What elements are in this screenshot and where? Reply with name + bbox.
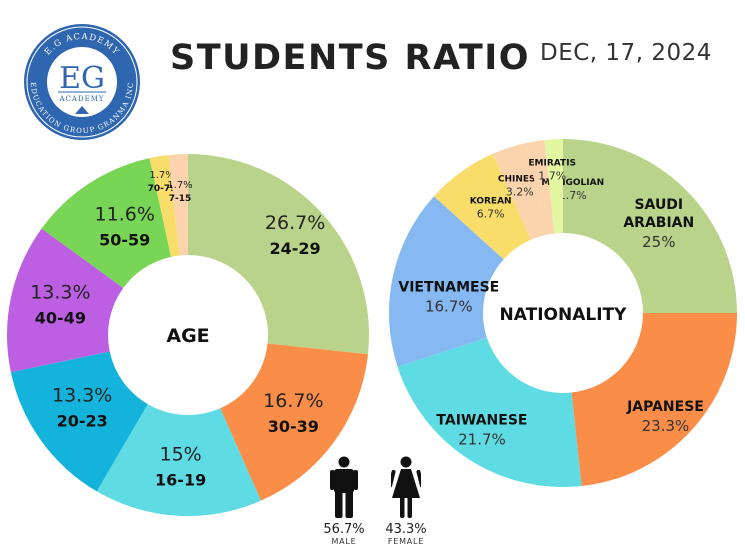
- value-label: 1.7%: [149, 170, 174, 181]
- label-24-29: 26.7% 24-29: [265, 212, 325, 258]
- logo-monogram: EG: [59, 61, 105, 96]
- value-label: 16.7%: [425, 297, 473, 315]
- female-label: FEMALE: [387, 537, 425, 546]
- category-label: KOREAN: [470, 197, 512, 207]
- value-label: 6.7%: [477, 208, 505, 221]
- value-label: 21.7%: [458, 431, 506, 449]
- value-label: 1.7%: [538, 170, 566, 183]
- category-label: 70-79: [148, 184, 177, 194]
- category-label: MONGOLIAN: [541, 178, 604, 188]
- eg-academy-logo: E.G ACADEMY EDUCATION GROUP GRANMA INC E…: [24, 24, 140, 140]
- category-label: 7-15: [169, 194, 192, 204]
- value-label: 13.3%: [30, 282, 90, 304]
- category-label: ARABIAN: [623, 215, 694, 231]
- slice-24-29: [188, 154, 369, 355]
- value-label: 23.3%: [642, 417, 690, 435]
- slice-40-49: [6, 228, 124, 373]
- center-label: NATIONALITY: [500, 305, 628, 325]
- slice-chinese: [492, 142, 547, 240]
- female-person-icon: [388, 456, 424, 518]
- category-label: VIETNAMESE: [398, 279, 499, 295]
- center-label: AGE: [166, 325, 209, 347]
- label-40-49: 13.3% 40-49: [30, 282, 90, 328]
- value-label: 1.7%: [559, 189, 587, 202]
- slice-16-19: [96, 404, 261, 516]
- category-label: EMIRATIS: [528, 159, 576, 169]
- slice-emiratis: [544, 139, 563, 234]
- value-label: 13.3%: [52, 384, 112, 406]
- slice-70-79: [149, 155, 180, 257]
- value-label: 25%: [642, 233, 675, 251]
- label-saudi-arabian: SAUDI ARABIAN 25%: [623, 197, 694, 251]
- slice-korean: [433, 153, 531, 260]
- slice-20-23: [10, 351, 148, 492]
- page-title: STUDENTS RATIO: [170, 38, 530, 78]
- category-label: 16-19: [155, 470, 206, 489]
- nationality-donut-chart: SAUDI ARABIAN 25% JAPANESE 23.3% TAIWANESE 21.…: [389, 139, 737, 487]
- report-date: DEC, 17, 2024: [540, 40, 712, 66]
- category-label: 30-39: [268, 417, 319, 436]
- slice-vietnamese: [389, 196, 504, 367]
- value-label: 3.2%: [506, 186, 534, 199]
- label-70-79: 1.7% 70-79: [148, 170, 177, 194]
- logo-sub-text: ACADEMY: [59, 95, 105, 103]
- label-30-39: 16.7% 30-39: [263, 390, 323, 436]
- slice-taiwanese: [397, 337, 582, 487]
- category-label: SAUDI: [634, 197, 683, 213]
- value-label: 26.7%: [265, 212, 325, 234]
- male-label: MALE: [331, 537, 357, 546]
- category-label: TAIWANESE: [436, 413, 527, 429]
- male-person-icon: [330, 456, 358, 518]
- slice-japanese: [571, 313, 737, 487]
- slice-mongolian: [526, 139, 555, 235]
- slice-7-15: [168, 154, 188, 256]
- label-7-15: 1.7% 7-15: [167, 180, 192, 204]
- value-label: 15%: [160, 443, 202, 465]
- male-percentage: 56.7%: [323, 522, 365, 537]
- label-16-19: 15% 16-19: [155, 443, 206, 489]
- value-label: 1.7%: [167, 180, 192, 191]
- category-label: 50-59: [99, 231, 150, 250]
- gender-male: 56.7% MALE: [311, 456, 377, 546]
- slice-30-39: [220, 343, 368, 501]
- value-label: 16.7%: [263, 390, 323, 412]
- gender-female: 43.3% FEMALE: [373, 456, 439, 546]
- category-label: 24-29: [269, 239, 320, 258]
- value-label: 11.6%: [95, 204, 155, 226]
- age-donut-chart: 26.7%24-2916.7%30-3915%16-1913.3%20-2313…: [6, 154, 369, 516]
- category-label: 20-23: [57, 411, 108, 430]
- label-50-59: 11.6% 50-59: [95, 204, 155, 250]
- label-20-23: 13.3% 20-23: [52, 384, 112, 430]
- label-vietnamese: VIETNAMESE 16.7%: [398, 279, 499, 315]
- label-taiwanese: TAIWANESE 21.7%: [436, 413, 527, 449]
- category-label: JAPANESE: [626, 399, 704, 415]
- label-japanese: JAPANESE 23.3%: [626, 399, 704, 435]
- category-label: CHINESE: [498, 175, 542, 185]
- category-label: 40-49: [35, 309, 86, 328]
- slice-saudi-arabian: [563, 139, 737, 313]
- slice-50-59: [41, 158, 172, 288]
- female-percentage: 43.3%: [385, 522, 427, 537]
